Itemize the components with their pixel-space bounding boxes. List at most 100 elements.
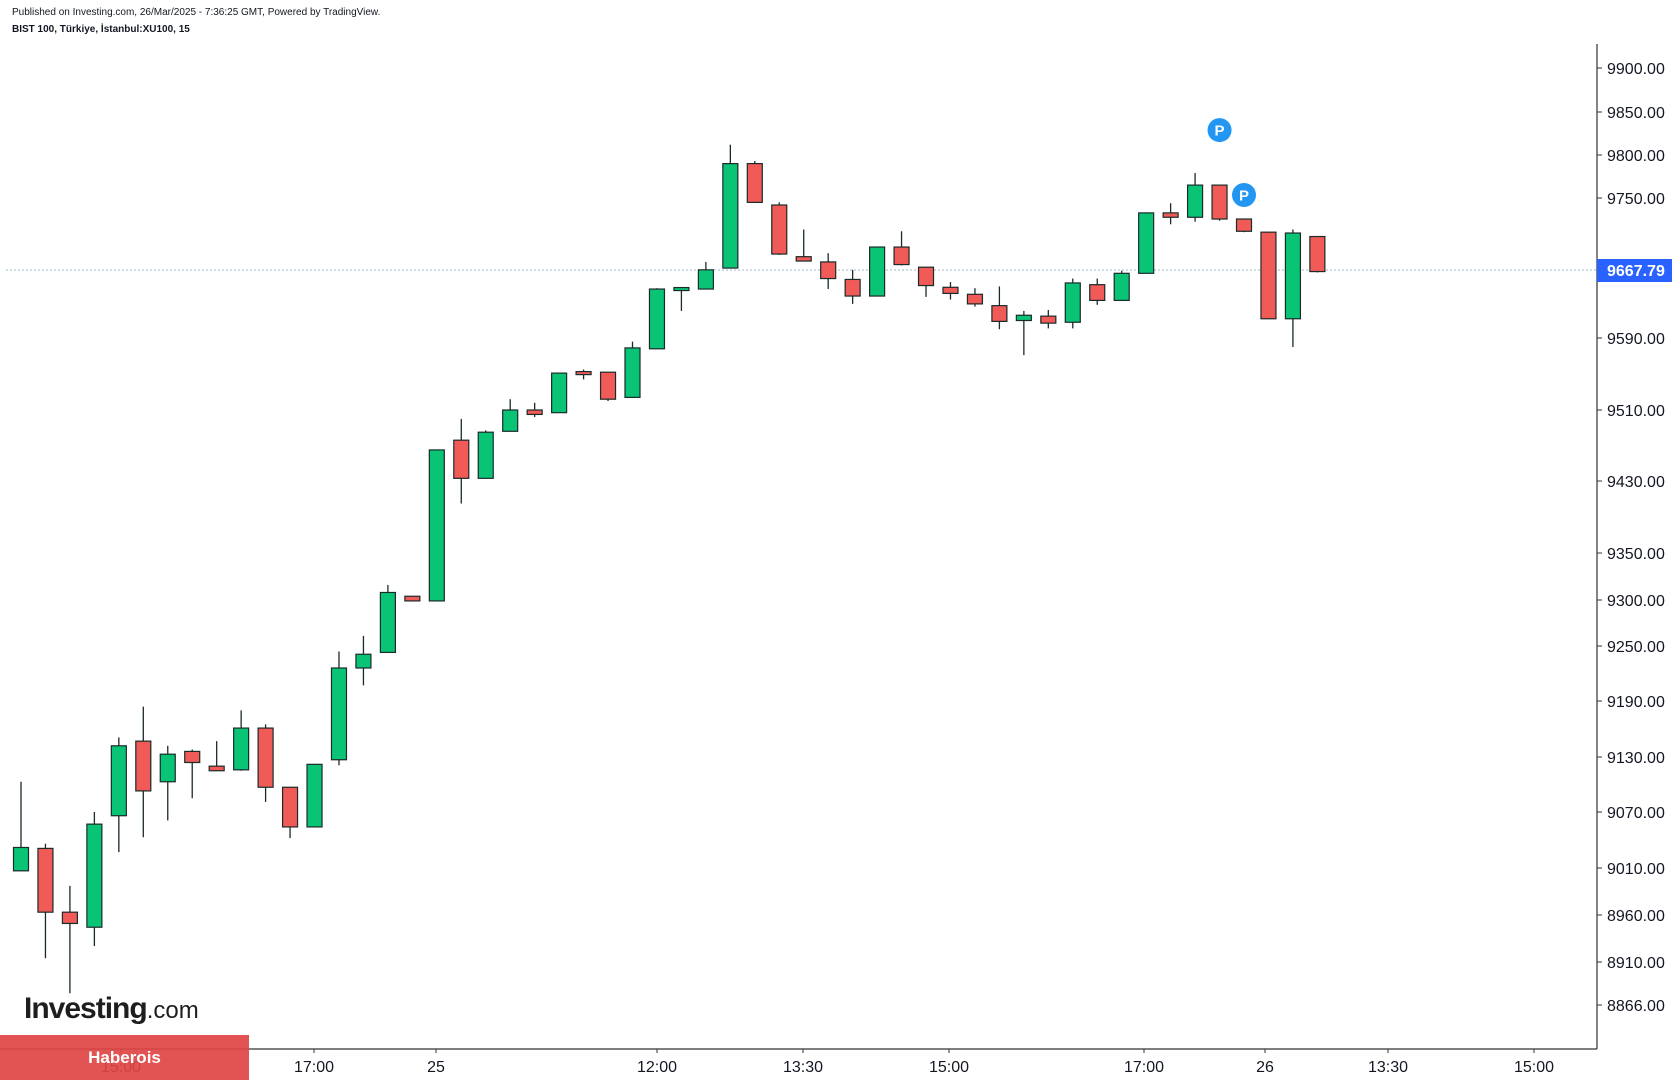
candle: [599, 371, 617, 401]
x-tick-label: 12:00: [637, 1059, 677, 1076]
candle-body: [453, 439, 470, 479]
y-tick-label: 9130.00: [1607, 750, 1665, 767]
candle-body: [1138, 212, 1155, 274]
y-tick-label: 9590.00: [1607, 331, 1665, 348]
candle-body: [551, 372, 568, 414]
candle-body: [233, 727, 250, 771]
candle: [281, 786, 299, 839]
candle-body: [1113, 272, 1130, 302]
marker-circle[interactable]: [1232, 183, 1256, 208]
x-tick-label: 25: [427, 1059, 445, 1076]
candle: [1015, 310, 1032, 356]
candle: [697, 261, 714, 290]
y-tick-label: 9070.00: [1607, 805, 1665, 822]
current-price-bg: [1597, 259, 1672, 282]
candle: [1113, 270, 1130, 302]
candle: [184, 749, 201, 799]
candle-body: [61, 911, 79, 925]
candle-body: [722, 163, 739, 269]
candle: [991, 286, 1008, 330]
candle-body: [110, 745, 127, 817]
candle-body: [1186, 184, 1204, 218]
candle-body: [1089, 284, 1106, 302]
candle-body: [1309, 235, 1326, 273]
candle-body: [746, 163, 763, 203]
y-tick-label: 9010.00: [1607, 861, 1665, 878]
marker-pin[interactable]: P: [1207, 118, 1232, 143]
candle-body: [355, 653, 372, 669]
candle: [379, 584, 396, 654]
candle-body: [917, 266, 935, 287]
candle: [135, 706, 152, 838]
candle-body: [991, 305, 1008, 322]
y-tick-label: 9430.00: [1607, 474, 1665, 491]
candle: [1186, 173, 1204, 222]
candle: [1235, 218, 1253, 233]
marker-circle[interactable]: [1207, 118, 1232, 143]
x-tick-label: 15:00: [929, 1059, 969, 1076]
candle: [86, 812, 103, 947]
candle-body: [330, 667, 348, 761]
y-tick-label: 9900.00: [1607, 61, 1665, 78]
candle: [526, 402, 543, 418]
candle: [844, 269, 861, 304]
y-tick-label: 9350.00: [1607, 546, 1665, 563]
candle: [966, 288, 984, 307]
candle-body: [1064, 282, 1081, 323]
candle-body: [477, 431, 494, 479]
candle-body: [306, 763, 323, 828]
y-tick-label: 8960.00: [1607, 908, 1665, 925]
candle-body: [86, 823, 103, 928]
candle-body: [648, 288, 666, 350]
candle: [453, 418, 470, 504]
candle-body: [1040, 315, 1057, 324]
candle: [404, 595, 421, 602]
candle: [233, 710, 250, 771]
candle: [1089, 278, 1106, 305]
axes-layer: 9900.00 9850.00 9800.00 9750.00 9590.00 9510.…: [0, 44, 1672, 1076]
candle: [1260, 231, 1277, 320]
haberois-watermark: Haberois: [0, 1035, 249, 1080]
candle: [722, 144, 739, 269]
candle-body: [135, 740, 152, 792]
candle: [795, 229, 812, 262]
chart-header: Published on Investing.com, 26/Mar/2025 …: [12, 6, 380, 37]
marker-pin[interactable]: P: [1232, 183, 1256, 208]
candle-body: [795, 256, 812, 262]
candle-body: [942, 286, 959, 295]
candle: [1040, 310, 1057, 329]
candle: [428, 449, 445, 602]
candle: [1211, 184, 1228, 221]
investing-logo: Investing.com: [24, 992, 199, 1025]
candle: [868, 246, 886, 297]
y-tick-label: 9300.00: [1607, 593, 1665, 610]
current-price-label: 9667.79: [1607, 263, 1665, 280]
candle-body: [12, 846, 30, 872]
candle-body: [1235, 218, 1253, 232]
x-tick-label: 26: [1256, 1059, 1274, 1076]
candle: [1309, 235, 1326, 273]
candle-body: [281, 786, 299, 828]
y-tick-label: 9800.00: [1607, 148, 1665, 165]
y-tick-label: 9190.00: [1607, 694, 1665, 711]
candle: [771, 202, 788, 255]
x-tick-label: 13:30: [1368, 1059, 1408, 1076]
candle-body: [526, 409, 543, 416]
candle: [893, 231, 910, 266]
candle: [159, 745, 176, 821]
candle-body: [624, 347, 641, 398]
candle: [673, 286, 690, 311]
candle-body: [37, 847, 54, 913]
candle-body: [820, 261, 837, 280]
candle: [1138, 212, 1155, 274]
x-tick-label: 17:00: [294, 1059, 334, 1076]
candle-body: [893, 246, 910, 266]
candle: [575, 369, 592, 380]
candle-body: [379, 591, 396, 654]
symbol-title: BIST 100, Türkiye, İstanbul:XU100, 15: [12, 24, 190, 35]
candle: [1064, 278, 1081, 329]
candle: [355, 635, 372, 686]
candle: [477, 430, 494, 479]
x-tick-label: 17:00: [1124, 1059, 1164, 1076]
candle: [208, 741, 225, 772]
